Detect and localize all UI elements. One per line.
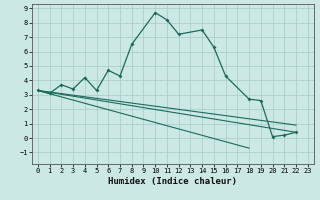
X-axis label: Humidex (Indice chaleur): Humidex (Indice chaleur) xyxy=(108,177,237,186)
